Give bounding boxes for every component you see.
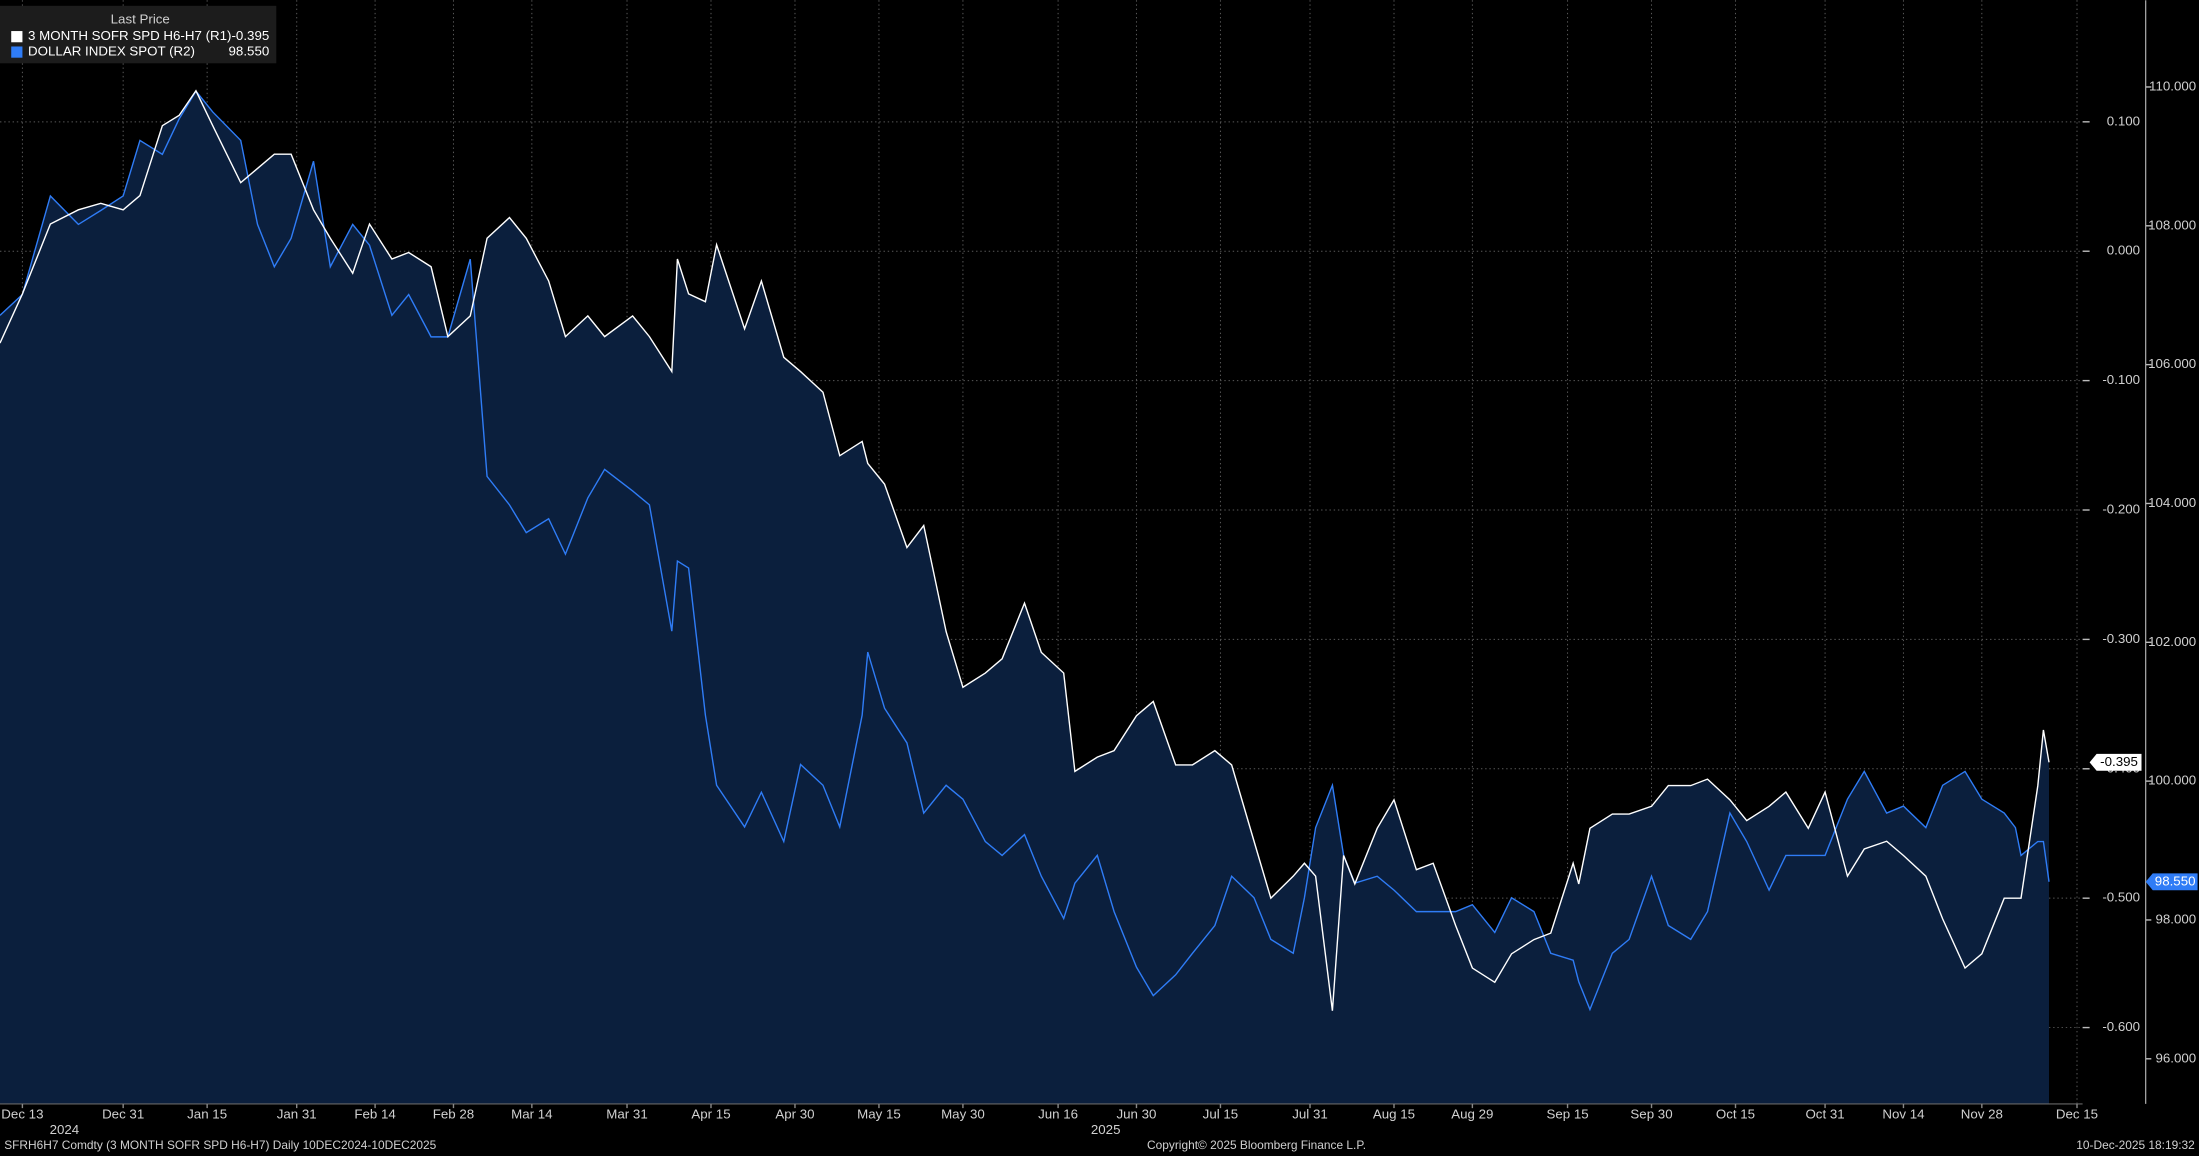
x-tick-label: Dec 15 xyxy=(2056,1107,2098,1122)
x-tick-label: Dec 31 xyxy=(102,1107,144,1122)
legend-label: DOLLAR INDEX SPOT (R2) xyxy=(28,44,195,59)
y2-tick-label: 108.000 xyxy=(2148,217,2196,232)
x-year-label: 2024 xyxy=(50,1122,80,1137)
area-fill xyxy=(0,90,2050,1104)
x-tick-label: Jul 15 xyxy=(1203,1107,1239,1122)
series-line xyxy=(0,89,2050,1011)
x-tick-label: Oct 31 xyxy=(1805,1107,1844,1122)
x-tick-label: Apr 30 xyxy=(775,1107,814,1122)
last-value-label: -0.395 xyxy=(2100,754,2138,769)
x-tick-label: Feb 28 xyxy=(433,1107,474,1122)
series-line xyxy=(0,89,2050,1012)
x-tick-label: May 30 xyxy=(941,1107,985,1122)
x-tick-label: Oct 15 xyxy=(1716,1107,1755,1122)
x-tick-label: Dec 13 xyxy=(1,1107,43,1122)
x-tick-label: Sep 15 xyxy=(1546,1107,1588,1122)
x-tick-label: May 15 xyxy=(857,1107,901,1122)
y-tick-label: -0.300 xyxy=(2102,631,2140,646)
legend-value: -0.395 xyxy=(232,28,270,43)
last-value-label: 98.550 xyxy=(2155,873,2196,888)
y2-tick-label: 102.000 xyxy=(2148,634,2196,649)
y2-tick-label: 96.000 xyxy=(2155,1050,2196,1065)
y2-tick-label: 98.000 xyxy=(2155,911,2196,926)
legend-label: 3 MONTH SOFR SPD H6-H7 (R1) xyxy=(28,28,231,43)
y2-tick-label: 100.000 xyxy=(2148,773,2196,788)
y-tick-label: -0.600 xyxy=(2102,1019,2140,1034)
x-tick-label: Aug 15 xyxy=(1373,1107,1415,1122)
footer-center: Copyright© 2025 Bloomberg Finance L.P. xyxy=(1147,1138,1366,1152)
y-tick-label: -0.200 xyxy=(2102,502,2140,517)
y-tick-label: -0.500 xyxy=(2102,890,2140,905)
y-tick-label: -0.100 xyxy=(2102,372,2140,387)
x-tick-label: Feb 14 xyxy=(354,1107,396,1122)
x-tick-label: Apr 15 xyxy=(691,1107,730,1122)
x-tick-label: Jan 31 xyxy=(277,1107,317,1122)
x-tick-label: Jun 30 xyxy=(1116,1107,1156,1122)
x-tick-label: Jul 31 xyxy=(1292,1107,1328,1122)
x-tick-label: Nov 14 xyxy=(1882,1107,1925,1122)
y2-tick-label: 106.000 xyxy=(2148,356,2196,371)
x-tick-label: Aug 29 xyxy=(1451,1107,1493,1122)
y-tick-label: 0.000 xyxy=(2107,243,2140,258)
legend-title: Last Price xyxy=(111,11,170,26)
x-tick-label: Sep 30 xyxy=(1630,1107,1672,1122)
footer-right: 10-Dec-2025 18:19:32 xyxy=(2076,1138,2195,1152)
plot-area xyxy=(0,0,2083,1104)
legend-swatch xyxy=(11,31,23,43)
x-year-label: 2025 xyxy=(1091,1122,1121,1137)
y-tick-label: 0.100 xyxy=(2107,113,2140,128)
footer-left: SFRH6H7 Comdty (3 MONTH SOFR SPD H6-H7) … xyxy=(4,1138,436,1152)
legend-value: 98.550 xyxy=(229,44,270,59)
y2-tick-label: 110.000 xyxy=(2149,78,2196,93)
x-tick-label: Jan 15 xyxy=(187,1107,227,1122)
x-tick-label: Mar 31 xyxy=(606,1107,647,1122)
last-value-badge xyxy=(2145,873,2198,891)
legend-swatch xyxy=(11,46,23,58)
last-value-badge xyxy=(2089,753,2142,771)
x-tick-label: Jun 16 xyxy=(1038,1107,1078,1122)
legend-box xyxy=(0,5,277,64)
x-tick-label: Mar 14 xyxy=(511,1107,553,1122)
x-tick-label: Nov 28 xyxy=(1961,1107,2003,1122)
y2-tick-label: 104.000 xyxy=(2148,495,2196,510)
